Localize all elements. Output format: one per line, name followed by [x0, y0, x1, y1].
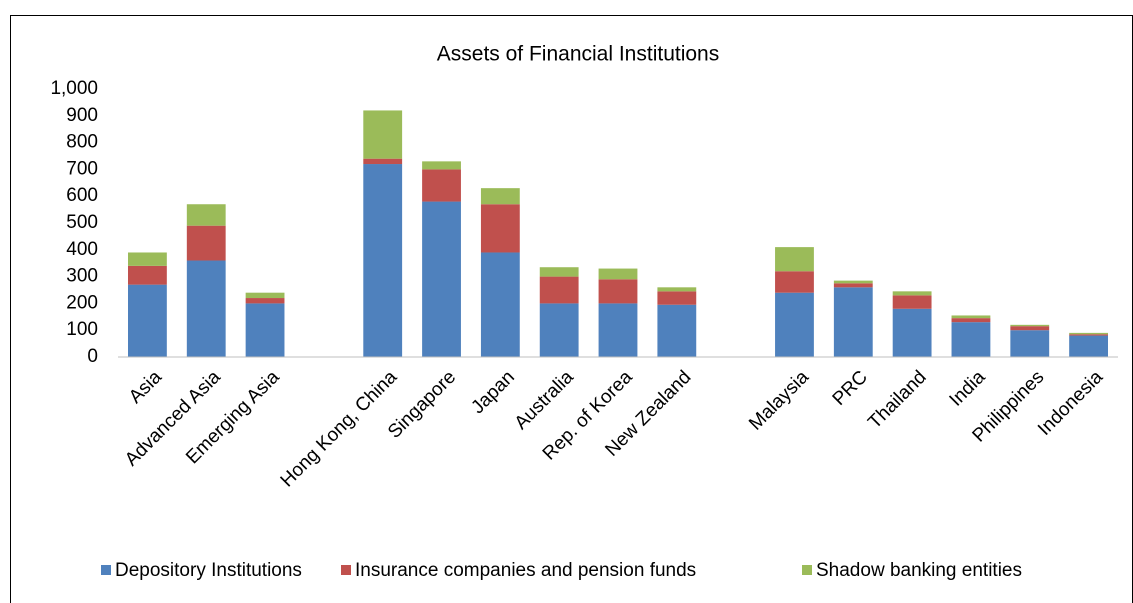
y-tick-label: 400: [66, 239, 98, 260]
bar-segment: [657, 304, 697, 357]
bar-segment: [186, 260, 226, 357]
y-tick-label: 300: [66, 266, 98, 287]
bar-segment: [892, 295, 932, 309]
bar-segment: [833, 287, 873, 357]
bar-segment: [1069, 334, 1108, 336]
y-tick-label: 0: [87, 346, 98, 367]
bar-segment: [245, 303, 285, 357]
bar-segment: [480, 188, 520, 205]
bar-segment: [1069, 332, 1108, 335]
bar-segment: [775, 247, 814, 272]
bar-segment: [245, 298, 285, 304]
bar-segment: [539, 267, 579, 277]
bar-segment: [598, 279, 638, 304]
bar-segment: [598, 268, 638, 280]
bar-segment: [775, 271, 814, 293]
bar-segment: [1010, 326, 1050, 331]
bar-segment: [128, 252, 167, 266]
legend-swatch: [101, 565, 111, 575]
bar-segment: [775, 292, 814, 357]
bar-segment: [539, 303, 579, 357]
bar-segment: [539, 276, 579, 304]
legend-label: Depository Institutions: [115, 560, 302, 581]
y-tick-label: 700: [66, 158, 98, 179]
bar-segment: [186, 204, 226, 226]
y-tick-label: 500: [66, 212, 98, 233]
bar-segment: [422, 201, 461, 357]
y-tick-label: 900: [66, 105, 98, 126]
bar-segment: [128, 265, 167, 285]
bar-segment: [951, 322, 991, 357]
bar-segment: [422, 161, 461, 170]
y-tick-label: 800: [66, 132, 98, 153]
legend-label: Insurance companies and pension funds: [355, 560, 696, 581]
y-tick-label: 1,000: [50, 78, 98, 99]
chart-title: Assets of Financial Institutions: [437, 43, 719, 66]
bar-segment: [363, 164, 403, 357]
bar-segment: [951, 315, 991, 319]
bar-segment: [1010, 330, 1050, 357]
bar-segment: [480, 252, 520, 357]
legend-swatch: [341, 565, 351, 575]
bar-segment: [833, 280, 873, 284]
bar-segment: [186, 225, 226, 261]
y-tick-label: 600: [66, 185, 98, 206]
bar-segment: [422, 169, 461, 202]
bar-segment: [657, 291, 697, 305]
bar-segment: [245, 292, 285, 299]
bar-segment: [363, 158, 403, 165]
bar-segment: [657, 287, 697, 292]
y-tick-label: 200: [66, 292, 98, 313]
y-tick-label: 100: [66, 319, 98, 340]
bar-segment: [1069, 335, 1108, 357]
bar-segment: [951, 318, 991, 323]
legend-label: Shadow banking entities: [816, 560, 1022, 581]
bar-segment: [1010, 324, 1050, 327]
legend-swatch: [802, 565, 812, 575]
bar-segment: [480, 204, 520, 253]
bar-segment: [128, 284, 167, 357]
bar-segment: [598, 303, 638, 357]
bar-segment: [833, 283, 873, 288]
bar-segment: [892, 308, 932, 357]
bar-segment: [363, 110, 403, 159]
bar-segment: [892, 291, 932, 296]
